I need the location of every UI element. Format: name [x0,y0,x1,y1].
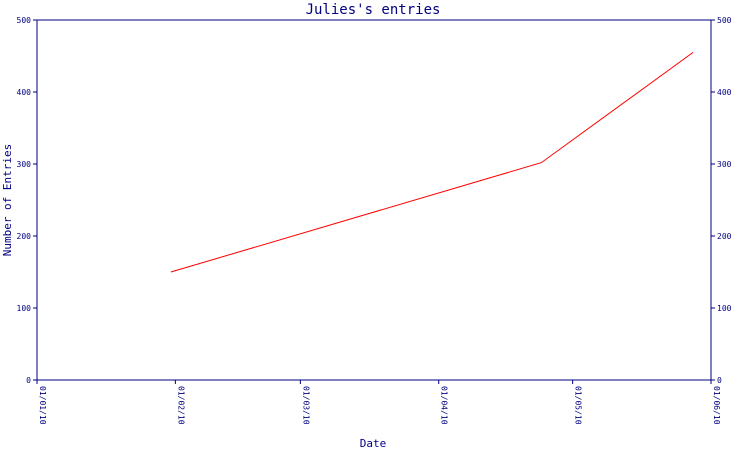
y-tick-label-left: 200 [17,232,32,241]
y-axis-label: Number of Entries [1,144,14,257]
x-tick-label: 01/04/10 [440,386,449,425]
series-layer [170,51,694,273]
y-tick-label-right: 500 [717,16,732,25]
x-tick-label: 01/01/10 [38,386,47,425]
x-tick-label: 01/02/10 [176,386,185,425]
x-tick-label: 01/06/10 [712,386,721,425]
plot-area-frame [36,19,712,381]
axis-ticks: 0 0 100 100 200 200 300 300 400 400 500 500 01/01/10… [17,16,732,425]
y-tick-label-right: 200 [717,232,732,241]
y-tick-label-right: 300 [717,160,732,169]
y-tick-label-left: 300 [17,160,32,169]
series-line [170,51,694,273]
y-tick-label-left: 500 [17,16,32,25]
y-tick-label-right: 400 [717,88,732,97]
x-axis-label: Date [360,437,387,450]
y-tick-label-left: 100 [17,304,32,313]
y-tick-label-left: 400 [17,88,32,97]
x-tick-label: 01/03/10 [301,386,310,425]
y-tick-label-left: 0 [26,376,31,385]
x-tick-label: 01/05/10 [574,386,583,425]
y-tick-label-right: 100 [717,304,732,313]
chart-title: Julies's entries [306,2,441,18]
y-tick-label-right: 0 [717,376,722,385]
